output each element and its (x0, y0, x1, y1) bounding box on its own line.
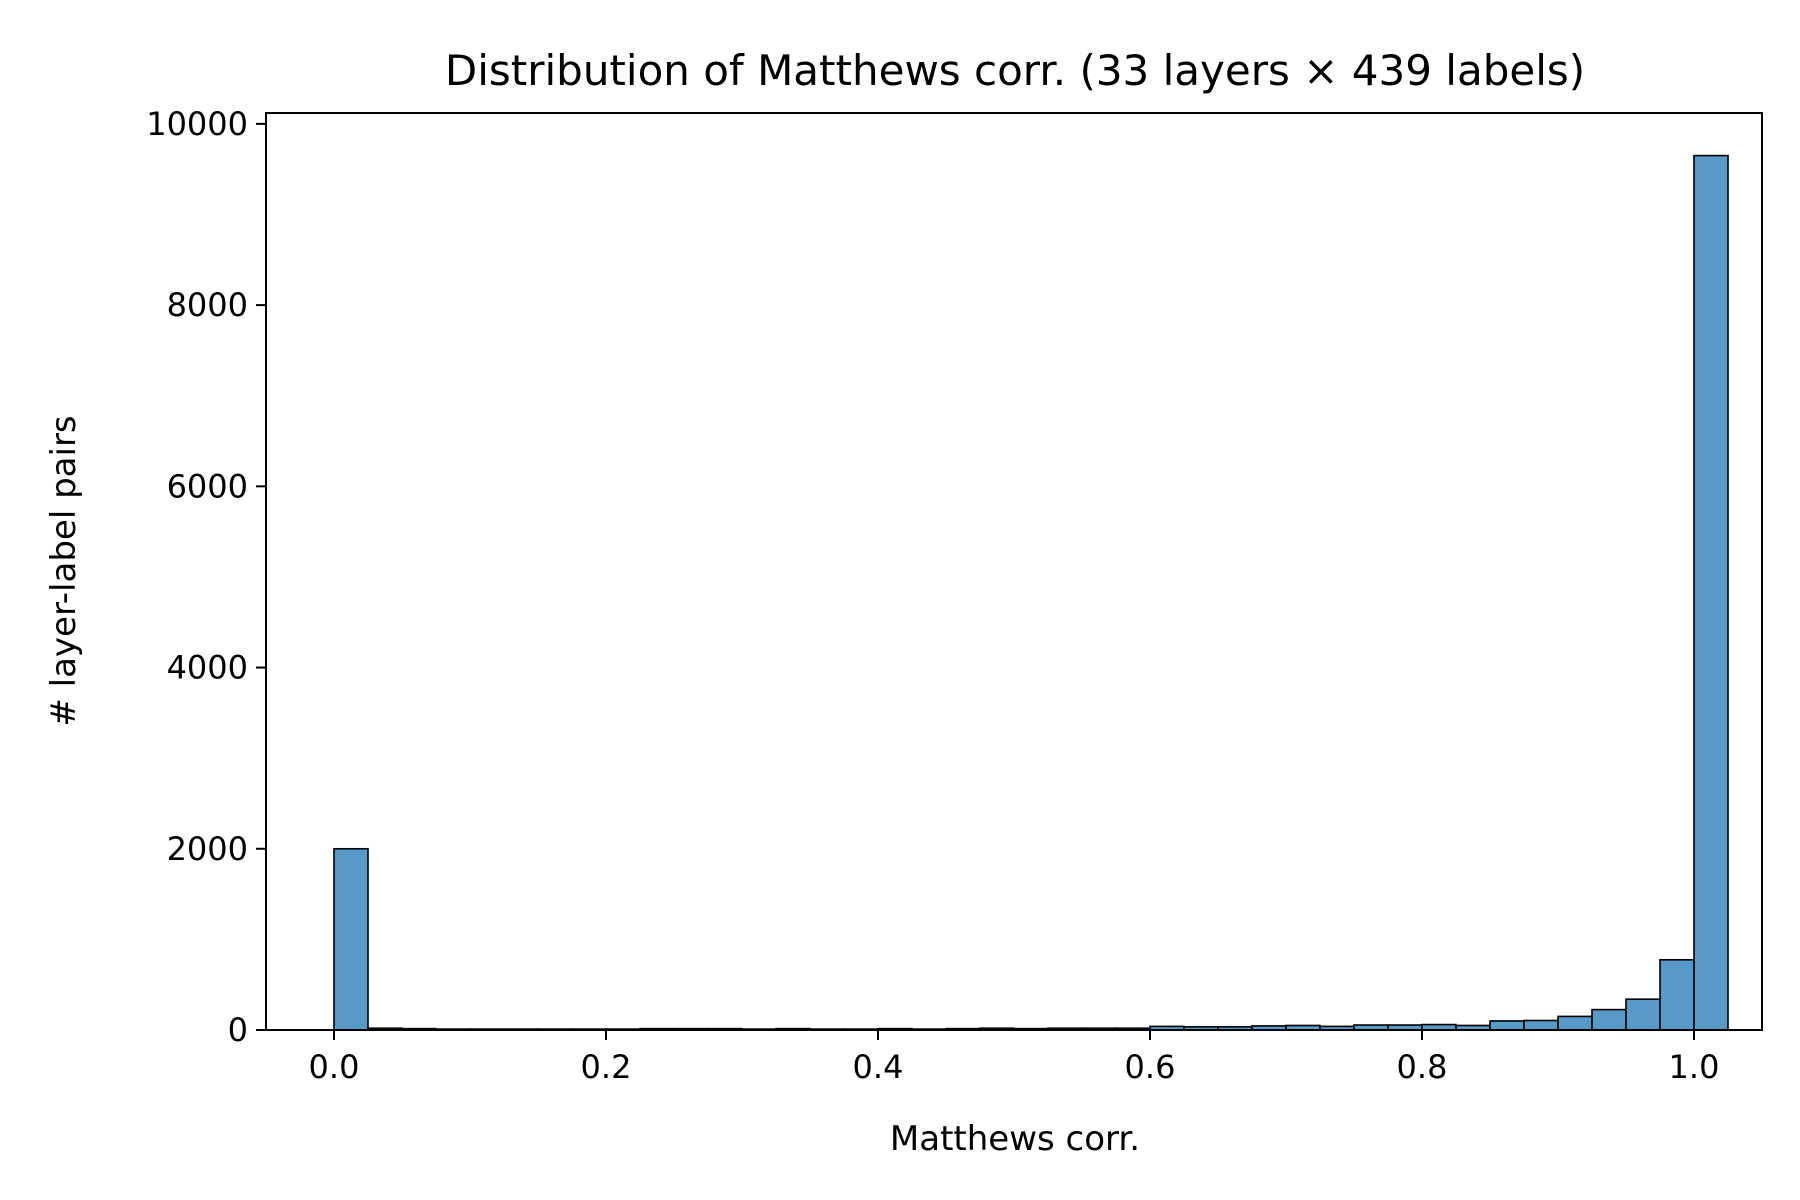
x-tick-label: 0.8 (1397, 1048, 1448, 1086)
histogram-bar (1659, 958, 1695, 1031)
histogram-bar (1557, 1015, 1593, 1031)
x-tick-label: 0.2 (581, 1048, 632, 1086)
y-axis-ticks: 0 2000 4000 6000 8000 10000 (146, 105, 266, 1049)
histogram-bars (333, 154, 1729, 1031)
x-tick-label: 0.6 (1125, 1048, 1176, 1086)
y-tick-label: 10000 (146, 105, 248, 143)
x-tick-label: 0.4 (853, 1048, 904, 1086)
histogram-bar (1591, 1008, 1627, 1031)
histogram-bar (1523, 1019, 1559, 1031)
y-tick-label: 4000 (167, 649, 248, 687)
histogram-bar (1693, 154, 1729, 1031)
x-axis-label: Matthews corr. (890, 1119, 1140, 1159)
y-tick-label: 8000 (167, 286, 248, 324)
x-tick-label: 1.0 (1669, 1048, 1720, 1086)
x-tick-label: 0.0 (309, 1048, 360, 1086)
y-axis-label: # layer-label pairs (44, 415, 84, 726)
plot-frame (265, 112, 1763, 1031)
y-tick-label: 6000 (167, 467, 248, 505)
x-axis-ticks: 0.0 0.2 0.4 0.6 0.8 1.0 (309, 1030, 1720, 1086)
histogram-bar (1625, 998, 1661, 1031)
y-tick-label: 2000 (167, 830, 248, 868)
y-tick-label: 0 (228, 1011, 248, 1049)
histogram-bar (333, 847, 369, 1031)
chart-title: Distribution of Matthews corr. (33 layer… (445, 46, 1585, 95)
histogram-bar (1489, 1020, 1525, 1031)
